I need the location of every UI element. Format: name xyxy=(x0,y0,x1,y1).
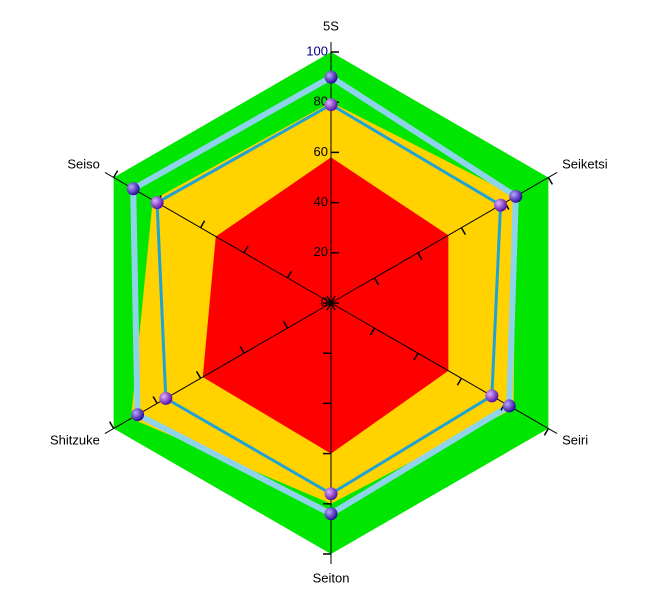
marker xyxy=(502,399,516,413)
category-label: 5S xyxy=(323,18,339,33)
category-label: Seiri xyxy=(562,432,588,447)
tick-label: 60 xyxy=(314,144,328,159)
tick-mark xyxy=(243,245,249,254)
tick-label: 80 xyxy=(314,94,328,109)
tick-mark xyxy=(330,295,336,304)
axis xyxy=(104,172,332,304)
tick-mark xyxy=(326,302,332,311)
tick-mark xyxy=(286,270,293,279)
marker xyxy=(509,189,523,203)
tick-mark xyxy=(460,227,467,236)
tick-mark xyxy=(152,396,158,404)
category-label: Seiketsi xyxy=(562,156,608,171)
marker xyxy=(324,98,338,112)
tick-mark xyxy=(108,421,115,429)
tick-mark xyxy=(195,370,202,379)
tick-mark xyxy=(417,252,423,261)
tick-mark xyxy=(543,428,550,436)
marker xyxy=(485,389,499,403)
marker xyxy=(159,391,173,405)
category-label: Seiton xyxy=(313,571,350,586)
marker xyxy=(131,408,145,422)
tick-mark xyxy=(369,327,376,336)
axis xyxy=(330,302,558,434)
marker xyxy=(126,182,140,196)
category-label: Seiso xyxy=(67,156,100,171)
tick-label: 0 xyxy=(321,294,328,309)
marker xyxy=(324,507,338,521)
marker xyxy=(150,196,164,210)
tick-mark xyxy=(413,352,419,361)
marker xyxy=(494,198,508,212)
tick-mark xyxy=(330,302,336,311)
tick-mark xyxy=(547,177,554,185)
marker xyxy=(324,487,338,501)
tick-mark xyxy=(199,220,206,229)
tick-label: 40 xyxy=(314,194,328,209)
tick-mark xyxy=(112,170,119,178)
tick-label: 100 xyxy=(306,43,328,58)
area xyxy=(202,157,449,454)
tick-mark xyxy=(456,377,463,386)
category-label: Shitzuke xyxy=(50,432,100,447)
tick-label: 20 xyxy=(314,244,328,259)
marker xyxy=(324,70,338,84)
tick-mark xyxy=(326,295,332,304)
tick-mark xyxy=(239,345,245,354)
tick-mark xyxy=(373,277,380,286)
tick-mark xyxy=(282,320,289,329)
